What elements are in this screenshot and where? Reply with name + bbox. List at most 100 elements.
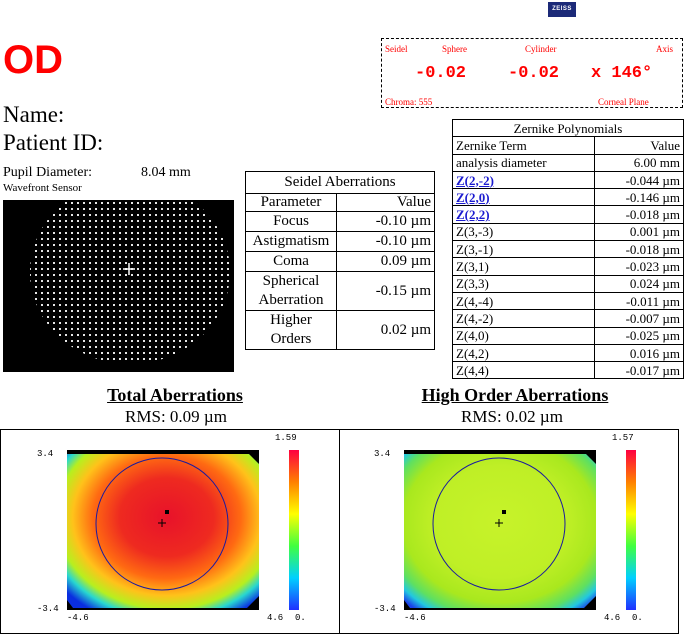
seidel-col-parameter: Parameter — [245, 193, 337, 212]
table-row: Z(2,-2) -0.044 µm — [452, 170, 685, 190]
seidel-value: 0.02 µm — [336, 310, 435, 350]
patient-name-label: Name: — [3, 102, 65, 127]
x-axis-right-label: 4.6 — [604, 613, 621, 623]
table-row: Z(4,4) -0.017 µm — [452, 361, 685, 380]
center-crosshair-icon — [495, 519, 503, 527]
table-row: analysis diameter 6.00 mm — [452, 153, 685, 172]
zernike-term: Z(3,-3) — [452, 222, 595, 242]
zernike-term: Z(3,-1) — [452, 240, 595, 259]
wavefront-colormap — [404, 454, 596, 608]
zeiss-logo: ZEISS — [548, 2, 576, 17]
x-axis-left-label: -4.6 — [404, 613, 426, 623]
table-row: Z(2,0) -0.146 µm — [452, 188, 685, 207]
zernike-col-value: Value — [593, 136, 685, 155]
seidel-param: Higher Orders — [245, 310, 337, 350]
zernike-term-link[interactable]: Z(2,0) — [452, 188, 595, 207]
table-row: Z(3,-3) 0.001 µm — [452, 222, 685, 242]
y-axis-bottom-label: -3.4 — [37, 604, 59, 614]
table-row: Z(3,1) -0.023 µm — [452, 257, 685, 276]
zernike-term: Z(4,-2) — [452, 309, 595, 328]
seidel-param: Spherical Aberration — [245, 271, 337, 311]
seidel-value: 0.09 µm — [336, 251, 435, 272]
center-crosshair-icon — [123, 263, 135, 275]
zernike-value: -0.146 µm — [593, 188, 685, 207]
pupil-center-marker — [502, 510, 506, 514]
pupil-diameter-value: 8.04 mm — [141, 165, 191, 180]
color-scale-bar — [626, 450, 636, 610]
table-row: Astigmatism -0.10 µm — [245, 231, 435, 252]
corneal-plane-label: Corneal Plane — [598, 97, 649, 107]
wavefront-colormap — [67, 454, 259, 608]
chroma-label: Chroma: 555 — [385, 97, 433, 107]
seidel-aberrations-table: Seidel Aberrations Parameter Value Focus… — [245, 171, 435, 350]
zernike-table-title: Zernike Polynomials — [452, 118, 684, 138]
pupil-diameter-label: Pupil Diameter: — [3, 165, 93, 180]
zernike-value: 0.001 µm — [593, 222, 685, 242]
total-rms: RMS: 0.09 µm — [125, 407, 227, 426]
zernike-value: -0.011 µm — [593, 291, 685, 311]
high-order-aberrations-title: High Order Aberrations — [421, 385, 609, 405]
pupil-circle — [95, 457, 229, 591]
sphere-value: -0.02 — [415, 64, 467, 83]
zernike-term: Z(4,0) — [452, 326, 595, 345]
zernike-term-link[interactable]: Z(2,2) — [452, 205, 595, 224]
axis-header: Axis — [656, 44, 674, 54]
zernike-term: Z(3,1) — [452, 257, 595, 276]
zernike-value: -0.025 µm — [593, 326, 685, 345]
color-scale-bar — [289, 450, 299, 610]
patient-id-label: Patient ID: — [3, 130, 104, 155]
refraction-box: Seidel Sphere Cylinder Axis -0.02 -0.02 … — [381, 38, 683, 108]
zernike-term: Z(4,2) — [452, 343, 595, 363]
zernike-term: Z(4,-4) — [452, 291, 595, 311]
zernike-value: 0.024 µm — [593, 274, 685, 293]
table-row: Spherical Aberration -0.15 µm — [245, 271, 435, 311]
axis-value: x 146° — [591, 64, 653, 83]
seidel-value: -0.10 µm — [336, 211, 435, 232]
zernike-value: -0.023 µm — [593, 257, 685, 276]
y-axis-top-label: 3.4 — [374, 449, 391, 459]
zernike-polynomials-table: Zernike Polynomials Zernike Term Value a… — [452, 118, 685, 380]
zernike-value: -0.017 µm — [593, 361, 685, 380]
seidel-param: Astigmatism — [245, 231, 337, 252]
scale-max-label: 1.57 — [612, 433, 634, 443]
zernike-term: analysis diameter — [452, 153, 595, 172]
table-row: Focus -0.10 µm — [245, 211, 435, 232]
seidel-value: -0.15 µm — [336, 271, 435, 311]
total-aberrations-map — [67, 450, 299, 610]
pupil-circle — [432, 457, 566, 591]
high-order-aberrations-map — [404, 450, 636, 610]
table-row: Z(2,2) -0.018 µm — [452, 205, 685, 224]
x-axis-left-label: -4.6 — [67, 613, 89, 623]
seidel-table-title: Seidel Aberrations — [245, 171, 435, 194]
sphere-header: Sphere — [442, 44, 467, 54]
table-row: Coma 0.09 µm — [245, 251, 435, 272]
seidel-value: -0.10 µm — [336, 231, 435, 252]
wavefront-sensor-label: Wavefront Sensor — [3, 182, 82, 194]
total-aberrations-map-panel: 3.4 -3.4 -4.6 4.6 1.59 0. — [0, 429, 340, 634]
high-order-rms: RMS: 0.02 µm — [461, 407, 563, 426]
seidel-param: Focus — [245, 211, 337, 232]
table-row: Z(4,-4) -0.011 µm — [452, 291, 685, 311]
total-aberrations-title: Total Aberrations — [107, 385, 243, 405]
center-crosshair-icon — [158, 519, 166, 527]
zernike-value: -0.018 µm — [593, 240, 685, 259]
cylinder-header: Cylinder — [525, 44, 557, 54]
y-axis-top-label: 3.4 — [37, 449, 54, 459]
high-order-map-panel: 3.4 -3.4 -4.6 4.6 1.57 0. — [339, 429, 679, 634]
eye-label: OD — [3, 38, 63, 82]
scale-min-label: 0. — [295, 613, 306, 623]
zernike-term-link[interactable]: Z(2,-2) — [452, 170, 595, 190]
seidel-col-value: Value — [336, 193, 435, 212]
x-axis-right-label: 4.6 — [267, 613, 284, 623]
table-row: Z(3,-1) -0.018 µm — [452, 240, 685, 259]
zernike-value: -0.007 µm — [593, 309, 685, 328]
scale-min-label: 0. — [632, 613, 643, 623]
table-row: Z(4,2) 0.016 µm — [452, 343, 685, 363]
table-row: Higher Orders 0.02 µm — [245, 310, 435, 350]
table-row: Z(3,3) 0.024 µm — [452, 274, 685, 293]
cylinder-value: -0.02 — [508, 64, 560, 83]
seidel-header: Seidel — [385, 44, 408, 54]
zernike-value: -0.018 µm — [593, 205, 685, 224]
y-axis-bottom-label: -3.4 — [374, 604, 396, 614]
table-row: Z(4,-2) -0.007 µm — [452, 309, 685, 328]
